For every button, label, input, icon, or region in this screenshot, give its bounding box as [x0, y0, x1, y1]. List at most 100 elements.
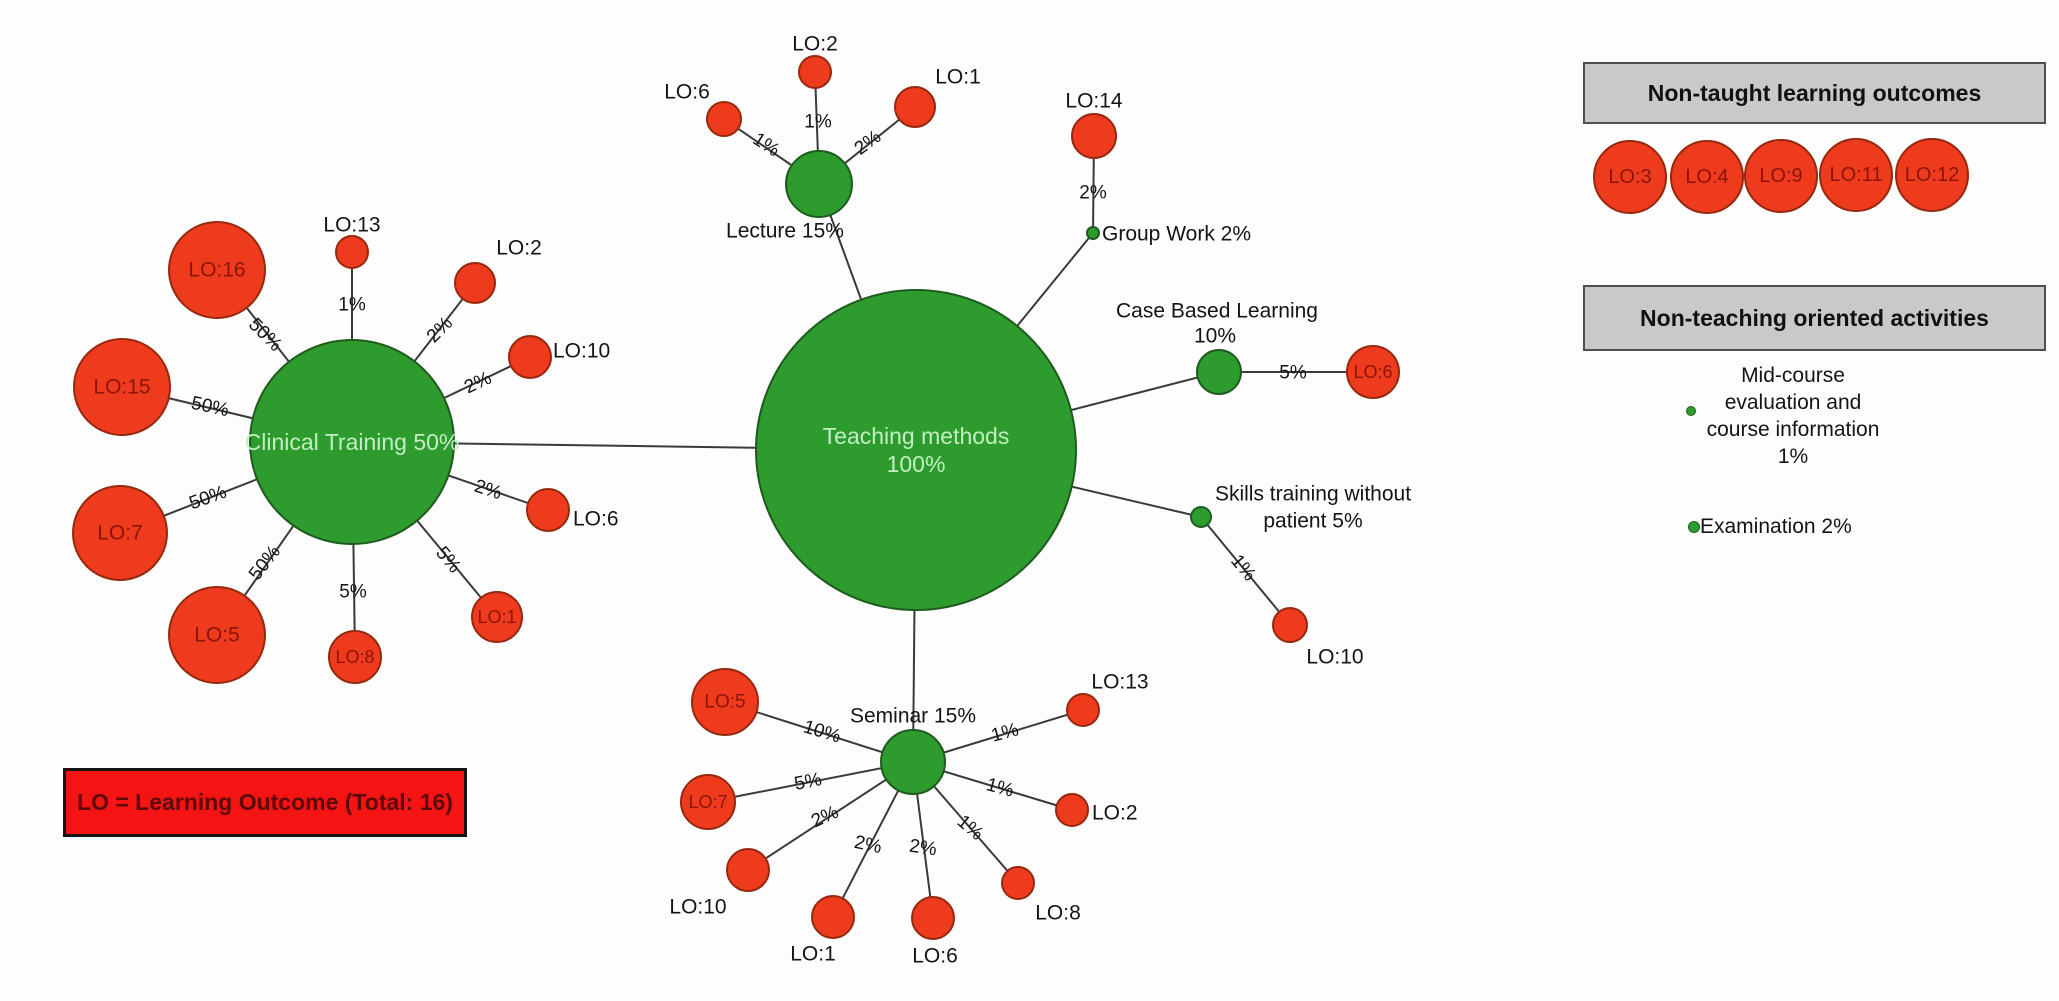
node-label-clinical-training: Clinical Training 50%: [245, 429, 460, 455]
node-lo1-lecture: [894, 86, 936, 128]
node-label-teaching-methods: 100%: [887, 451, 946, 477]
node-lo8-clinical: [328, 630, 382, 684]
node-lo10-skills: [1272, 607, 1308, 643]
edge-label-seminar-lo7: 5%: [793, 769, 824, 795]
edge-label-group-lo14: 2%: [1079, 183, 1107, 204]
label-lo10-skills: LO:10: [1306, 646, 1363, 669]
node-label-teaching-methods: Teaching methods: [823, 423, 1010, 449]
label-lo1-lecture: LO:1: [935, 66, 981, 89]
edge-label-seminar-lo5: 10%: [801, 716, 844, 747]
node-clinical-training: [249, 339, 455, 545]
non-taught-circle-label: LO:3: [1608, 165, 1652, 188]
mid-course-line-3: course information: [1706, 418, 1880, 441]
node-label-lo1-clinical: LO:1: [477, 607, 516, 627]
non-taught-circle-label: LO:9: [1759, 164, 1803, 187]
node-label-lo6-cbl: LO:6: [1353, 362, 1392, 382]
non-taught-circle-lo-12: LO:12: [1895, 138, 1969, 212]
node-teaching-methods: [755, 289, 1077, 611]
edge-seminar-lo7: [707, 761, 914, 803]
edge-label-clinical-lo13: 1%: [338, 295, 366, 316]
non-taught-circle-lo-3: LO:3: [1593, 140, 1667, 214]
non-taught-circle-lo-11: LO:11: [1819, 138, 1893, 212]
non-taught-circle-label: LO:11: [1829, 163, 1883, 186]
label-lo1-seminar: LO:1: [790, 943, 836, 966]
edge-label-clinical-lo6: 2%: [472, 476, 505, 504]
node-lo5-clinical: [168, 586, 266, 684]
mid-course-label: Mid-course evaluation and course informa…: [1700, 362, 1886, 470]
label-lo6-lecture: LO:6: [664, 81, 710, 104]
edge-label-seminar-lo1: 2%: [852, 832, 883, 858]
node-lecture: [785, 150, 853, 218]
edge-label-seminar-lo13: 1%: [989, 719, 1021, 746]
mid-course-line-1: Mid-course: [1741, 364, 1845, 387]
label-lo13-clinical: LO:13: [323, 214, 380, 237]
node-skills-training: [1190, 506, 1212, 528]
non-teaching-header: Non-teaching oriented activities: [1583, 285, 2046, 351]
node-label-lo5-clinical: LO:5: [194, 624, 240, 647]
node-lo1-seminar: [811, 895, 855, 939]
node-lo6-seminar: [911, 896, 955, 940]
label-skills-line1: Skills training without: [1215, 483, 1411, 506]
edge-label-clinical-lo15: 50%: [189, 393, 231, 421]
label-group-work: Group Work 2%: [1102, 223, 1251, 246]
label-lo14-group: LO:14: [1065, 90, 1123, 113]
node-group-work: [1086, 226, 1100, 240]
node-label-lo8-clinical: LO:8: [335, 647, 374, 667]
label-lo10-clinical: LO:10: [553, 340, 610, 363]
edge-skills-lo10: [1200, 516, 1291, 626]
label-lo8-seminar: LO:8: [1035, 902, 1081, 925]
edge-label-clinical-lo8: 5%: [339, 582, 367, 603]
node-lo2-clinical: [454, 262, 496, 304]
edge-label-seminar-lo2: 1%: [984, 774, 1016, 801]
mid-course-line-2: evaluation and: [1724, 391, 1862, 414]
non-taught-circle-label: LO:4: [1685, 165, 1729, 188]
label-lo13-seminar: LO:13: [1091, 671, 1148, 694]
label-lo10-seminar: LO:10: [669, 896, 726, 919]
node-lo6-cbl: [1346, 345, 1400, 399]
node-lo13-seminar: [1066, 693, 1100, 727]
edge-label-clinical-lo2: 2%: [423, 313, 457, 347]
label-seminar: Seminar 15%: [850, 705, 976, 728]
node-lo2-seminar: [1055, 793, 1089, 827]
node-label-lo16-clinical: LO:16: [188, 259, 245, 282]
non-taught-circle-lo-9: LO:9: [1744, 139, 1818, 213]
non-taught-header: Non-taught learning outcomes: [1583, 62, 2046, 124]
node-case-based-learning: [1196, 349, 1242, 395]
node-label-lo7-seminar: LO:7: [688, 792, 727, 812]
label-case-based-learning-line1: Case Based Learning: [1116, 300, 1318, 323]
node-lo10-seminar: [726, 848, 770, 892]
node-lo15-clinical: [73, 338, 171, 436]
labels-layer: 50%1%2%2%50%2%50%5%50%5%1%1%2%2%5%1%10%5…: [187, 33, 1412, 968]
node-lo7-seminar: [680, 774, 736, 830]
node-seminar: [880, 729, 946, 795]
non-taught-circle-label: LO:12: [1904, 163, 1960, 186]
edge-label-cbl-lo6: 5%: [1279, 363, 1307, 384]
edge-label-seminar-lo8: 1%: [953, 811, 988, 845]
examination-label: Examination 2%: [1700, 515, 1852, 538]
mid-course-line-4: 1%: [1777, 445, 1809, 468]
label-lo2-clinical: LO:2: [496, 237, 542, 260]
label-lo2-lecture: LO:2: [792, 33, 838, 56]
edge-label-lecture-lo2: 1%: [804, 112, 832, 133]
node-lo14-group: [1071, 113, 1117, 159]
legend-text: LO = Learning Outcome (Total: 16): [77, 789, 453, 815]
label-lo6-clinical: LO:6: [573, 508, 619, 531]
node-lo1-clinical: [471, 591, 523, 643]
examination-dot: [1688, 521, 1700, 533]
node-lo2-lecture: [798, 55, 832, 89]
node-label-lo15-clinical: LO:15: [93, 376, 150, 399]
node-lo7-clinical: [72, 485, 168, 581]
edge-label-seminar-lo6: 2%: [908, 836, 938, 861]
node-label-lo7-clinical: LO:7: [97, 522, 143, 545]
node-lo6-clinical: [526, 488, 570, 532]
node-lo5-seminar: [691, 668, 759, 736]
label-skills-line2: patient 5%: [1263, 510, 1362, 533]
node-lo16-clinical: [168, 221, 266, 319]
node-label-lo5-seminar: LO:5: [704, 692, 745, 713]
label-case-based-learning-line2: 10%: [1194, 325, 1236, 348]
mid-course-dot: [1686, 406, 1696, 416]
edge-label-clinical-lo7: 50%: [187, 482, 230, 515]
